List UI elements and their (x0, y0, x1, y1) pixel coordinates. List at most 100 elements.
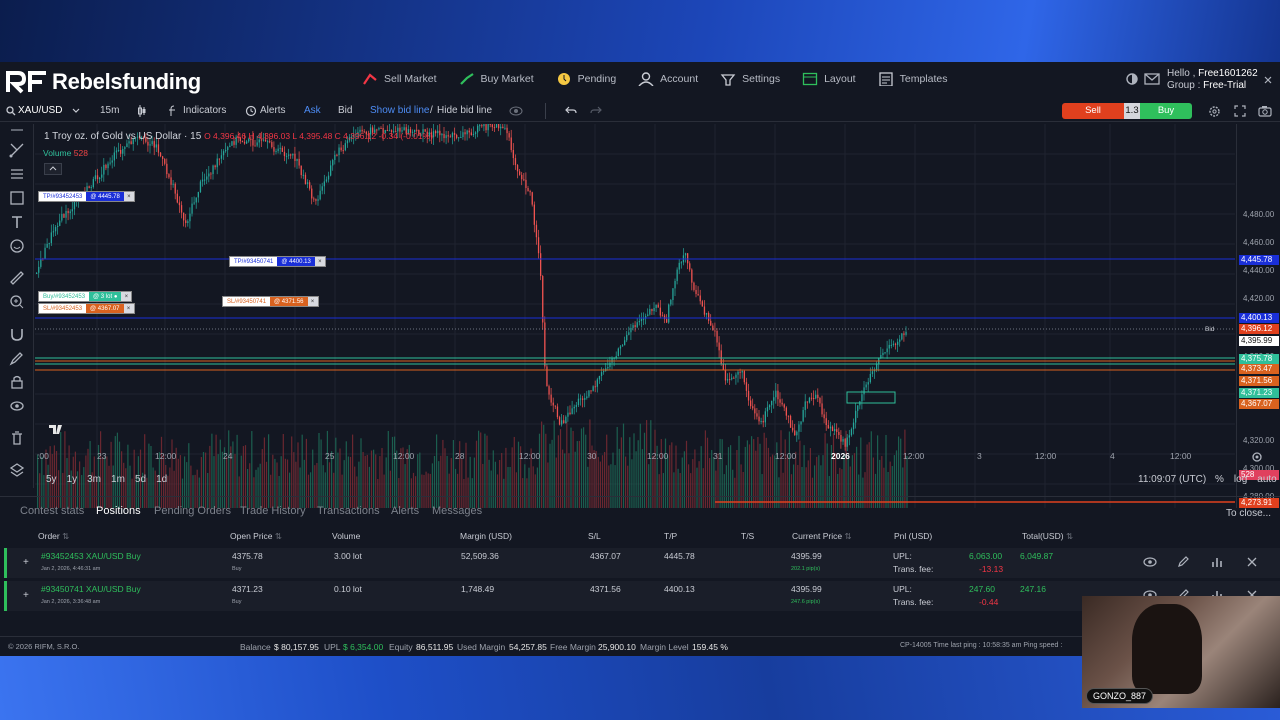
take-profit[interactable]: 4445.78 (664, 551, 695, 561)
order-tag[interactable]: TP/#93450741 @ 4400.13 × (229, 256, 326, 267)
fullscreen-icon[interactable] (1234, 105, 1246, 117)
undo-icon[interactable] (565, 106, 577, 116)
tab-alerts[interactable]: Alerts (391, 505, 420, 517)
range-5y[interactable]: 5y (46, 474, 57, 485)
tab-positions[interactable]: Positions (96, 505, 141, 517)
interval-select[interactable]: 15m (100, 105, 120, 116)
emoji-icon[interactable] (9, 238, 25, 254)
indicators-button[interactable]: Indicators (183, 105, 227, 116)
scale-settings-icon[interactable] (1251, 451, 1263, 463)
tab-pending-orders[interactable]: Pending Orders (154, 505, 232, 517)
magnet-icon[interactable] (9, 326, 25, 342)
nav-account[interactable]: Account (638, 72, 698, 86)
order-tag[interactable]: Buy/#93452453 @ 3 lot ● × (38, 291, 133, 302)
ask-button[interactable]: Ask (304, 105, 321, 116)
nav-settings[interactable]: Settings (720, 72, 780, 86)
price-chart[interactable] (35, 124, 1235, 508)
order-id[interactable]: #93452453 XAU/USD Buy (41, 551, 141, 561)
symbol-select[interactable]: XAU/USD (18, 105, 63, 116)
nav-pending[interactable]: Pending (556, 72, 616, 86)
alerts-button[interactable]: Alerts (260, 105, 286, 116)
eye-icon[interactable] (509, 105, 523, 117)
layers-icon[interactable] (9, 462, 25, 478)
range-1m[interactable]: 1m (111, 474, 125, 485)
chevron-down-icon[interactable] (72, 108, 80, 114)
close-panel-button[interactable]: To close... (1226, 508, 1272, 519)
visibility-icon[interactable] (9, 398, 25, 414)
range-1d[interactable]: 1d (156, 474, 168, 485)
lock-icon[interactable] (9, 374, 25, 390)
take-profit[interactable]: 4400.13 (664, 584, 695, 594)
draw-mode-icon[interactable] (9, 350, 25, 366)
more-icon[interactable] (1262, 74, 1274, 86)
price-scale[interactable]: 4,480.004,460.004,440.004,420.004,380.00… (1236, 124, 1280, 508)
range-1y[interactable]: 1y (66, 474, 78, 485)
expand-row-icon[interactable]: + (23, 557, 29, 568)
scale-option[interactable]: auto (1257, 474, 1277, 485)
view-position-icon[interactable] (1143, 557, 1157, 567)
mail-icon[interactable] (1144, 73, 1160, 85)
tab-messages[interactable]: Messages (432, 505, 483, 517)
stop-loss[interactable]: 4367.07 (590, 551, 621, 561)
crosshair-icon[interactable] (9, 126, 25, 134)
shapes-icon[interactable] (9, 190, 25, 206)
bid-button[interactable]: Bid (338, 105, 353, 116)
tab-trade-history[interactable]: Trade History (240, 505, 306, 517)
close-position-icon[interactable] (1247, 557, 1257, 567)
column-header[interactable]: Total(USD) ⇅ (1022, 531, 1073, 542)
position-row[interactable]: + #93450741 XAU/USD Buy Jan 2, 2026, 3:3… (4, 581, 1280, 611)
user-info[interactable]: Hello , Free1601262 Group : Free-Trial (1167, 68, 1258, 92)
column-header[interactable]: Pnl (USD) (894, 531, 932, 541)
close-order-icon[interactable]: × (123, 304, 134, 313)
ruler-icon[interactable] (9, 270, 25, 286)
column-header[interactable]: Open Price ⇅ (230, 531, 282, 542)
zoom-icon[interactable] (9, 294, 25, 310)
theme-toggle-icon[interactable] (1126, 73, 1138, 85)
fib-icon[interactable] (9, 166, 25, 182)
webcam-overlay[interactable]: GONZO_887 (1082, 596, 1280, 708)
search-icon[interactable] (6, 106, 16, 116)
nav-buy-market[interactable]: Buy Market (459, 72, 534, 86)
tab-transactions[interactable]: Transactions (317, 505, 380, 517)
close-order-icon[interactable]: × (307, 297, 318, 306)
show-bid-line-button[interactable]: Show bid line (370, 105, 430, 116)
time-scale[interactable]: :00 23 12:00 24 25 12:00 28 12:00 30 12:00 31 12:00… (35, 451, 1235, 463)
trendline-icon[interactable] (9, 142, 25, 158)
scale-option[interactable]: % (1215, 474, 1224, 485)
order-id[interactable]: #93450741 XAU/USD Buy (41, 584, 141, 594)
chart-clock[interactable]: 11:09:07 (UTC) (1138, 474, 1207, 485)
sell-button[interactable]: Sell (1062, 103, 1124, 119)
settings-gear-icon[interactable] (1208, 105, 1221, 118)
position-row[interactable]: + #93452453 XAU/USD Buy Jan 2, 2026, 4:4… (4, 548, 1280, 578)
tab-contest-stats[interactable]: Contest stats (20, 505, 85, 517)
brand-logo[interactable]: Rebelsfunding (6, 69, 201, 95)
order-tag[interactable]: TP/#93452453 @ 4445.78 × (38, 191, 135, 202)
nav-templates[interactable]: Templates (878, 72, 947, 86)
close-order-icon[interactable]: × (121, 292, 132, 301)
trash-icon[interactable] (9, 430, 25, 446)
collapse-legend-icon[interactable] (44, 163, 62, 175)
range-3m[interactable]: 3m (87, 474, 102, 485)
column-header[interactable]: S/L (588, 531, 601, 541)
column-header[interactable]: Volume (332, 531, 360, 541)
stop-loss[interactable]: 4371.56 (590, 584, 621, 594)
range-5d[interactable]: 5d (134, 474, 147, 485)
scale-option[interactable]: log (1233, 474, 1248, 485)
nav-sell-market[interactable]: Sell Market (362, 72, 437, 86)
text-icon[interactable] (9, 214, 25, 230)
column-header[interactable]: Order ⇅ (38, 531, 69, 542)
candle-type-icon[interactable] (137, 105, 147, 117)
column-header[interactable]: T/S (741, 531, 754, 541)
edit-position-icon[interactable] (1177, 556, 1189, 568)
column-header[interactable]: T/P (664, 531, 677, 541)
nav-layout[interactable]: Layout (802, 72, 856, 86)
column-header[interactable]: Current Price ⇅ (792, 531, 852, 542)
column-header[interactable]: Margin (USD) (460, 531, 512, 541)
camera-icon[interactable] (1258, 105, 1272, 117)
chart-position-icon[interactable] (1211, 556, 1223, 568)
buy-button[interactable]: Buy (1140, 103, 1192, 119)
close-order-icon[interactable]: × (314, 257, 325, 266)
order-tag[interactable]: SL/#93450741 @ 4371.56 × (222, 296, 319, 307)
hide-bid-line-button[interactable]: Hide bid line (437, 105, 493, 116)
redo-icon[interactable] (590, 106, 602, 116)
